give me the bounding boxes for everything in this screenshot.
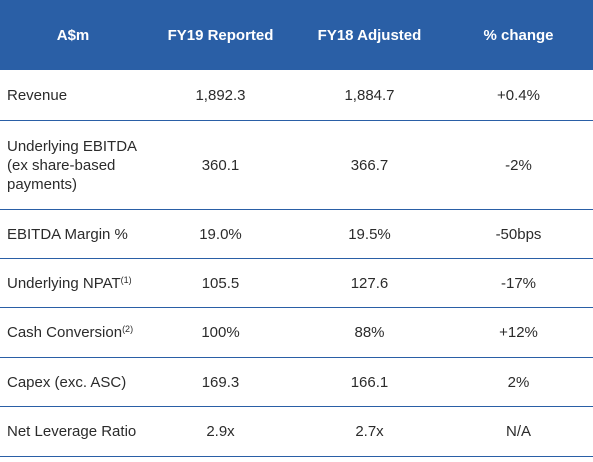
fy19-value: 169.3	[201, 373, 240, 391]
fy19-value: 2.9x	[206, 423, 235, 440]
footnote-marker: (2)	[122, 324, 134, 334]
footnote-marker: (1)	[120, 274, 132, 285]
row-label: Cash Conversion(2)	[0, 324, 146, 341]
row-label: Revenue	[7, 86, 68, 104]
fy18-value: 88%	[354, 324, 385, 341]
table-row-capex: Capex (exc. ASC) 169.3 166.1 2%	[0, 358, 593, 407]
row-label: Underlying EBITDA (ex share-based paymen…	[0, 137, 146, 194]
row-label: Capex (exc. ASC)	[7, 373, 127, 391]
change-value: +0.4%	[497, 86, 540, 104]
header-fy19-reported: FY19 Reported	[167, 26, 274, 44]
change-value: -17%	[500, 274, 537, 292]
fy18-value: 366.7	[350, 156, 389, 174]
fy19-value: 105.5	[201, 274, 240, 292]
change-value: 2%	[507, 373, 530, 391]
row-label: Underlying NPAT(1)	[0, 275, 146, 292]
fy18-value: 166.1	[350, 373, 389, 391]
header-fy18-adjusted: FY18 Adjusted	[317, 26, 422, 44]
fy19-value: 1,892.3	[195, 86, 246, 104]
table-row-revenue: Revenue 1,892.3 1,884.7 +0.4%	[0, 70, 593, 121]
fy18-value: 19.5%	[348, 225, 391, 243]
change-value: -50bps	[495, 225, 542, 243]
fy18-value: 127.6	[350, 274, 389, 292]
row-label-line: (ex share-based	[7, 156, 116, 174]
table-row-ebitda-margin: EBITDA Margin % 19.0% 19.5% -50bps	[0, 210, 593, 259]
row-label: EBITDA Margin %	[7, 225, 128, 243]
table-row-underlying-ebitda: Underlying EBITDA (ex share-based paymen…	[0, 121, 593, 210]
row-label-line: payments)	[7, 175, 78, 193]
row-label-line: Underlying EBITDA	[7, 137, 138, 155]
fy19-value: 19.0%	[199, 225, 242, 243]
change-value: -2%	[505, 156, 532, 174]
fy19-value: 360.1	[201, 156, 240, 174]
row-label-text: Underlying NPAT	[7, 274, 121, 292]
row-label: Net Leverage Ratio	[7, 423, 137, 440]
table-row-underlying-npat: Underlying NPAT(1) 105.5 127.6 -17%	[0, 259, 593, 308]
change-value: +12%	[499, 324, 538, 341]
fy19-value: 100%	[201, 324, 240, 341]
fy18-value: 2.7x	[355, 423, 384, 440]
change-value: N/A	[505, 423, 531, 440]
table-row-cash-conversion: Cash Conversion(2) 100% 88% +12%	[0, 308, 593, 358]
header-percent-change: % change	[483, 26, 554, 44]
header-amount-unit: A$m	[56, 26, 90, 44]
row-label-text: Cash Conversion	[7, 324, 123, 341]
table-row-net-leverage: Net Leverage Ratio 2.9x 2.7x N/A	[0, 407, 593, 457]
fy18-value: 1,884.7	[344, 86, 395, 104]
table-header-row: A$m FY19 Reported FY18 Adjusted % change	[0, 0, 593, 70]
